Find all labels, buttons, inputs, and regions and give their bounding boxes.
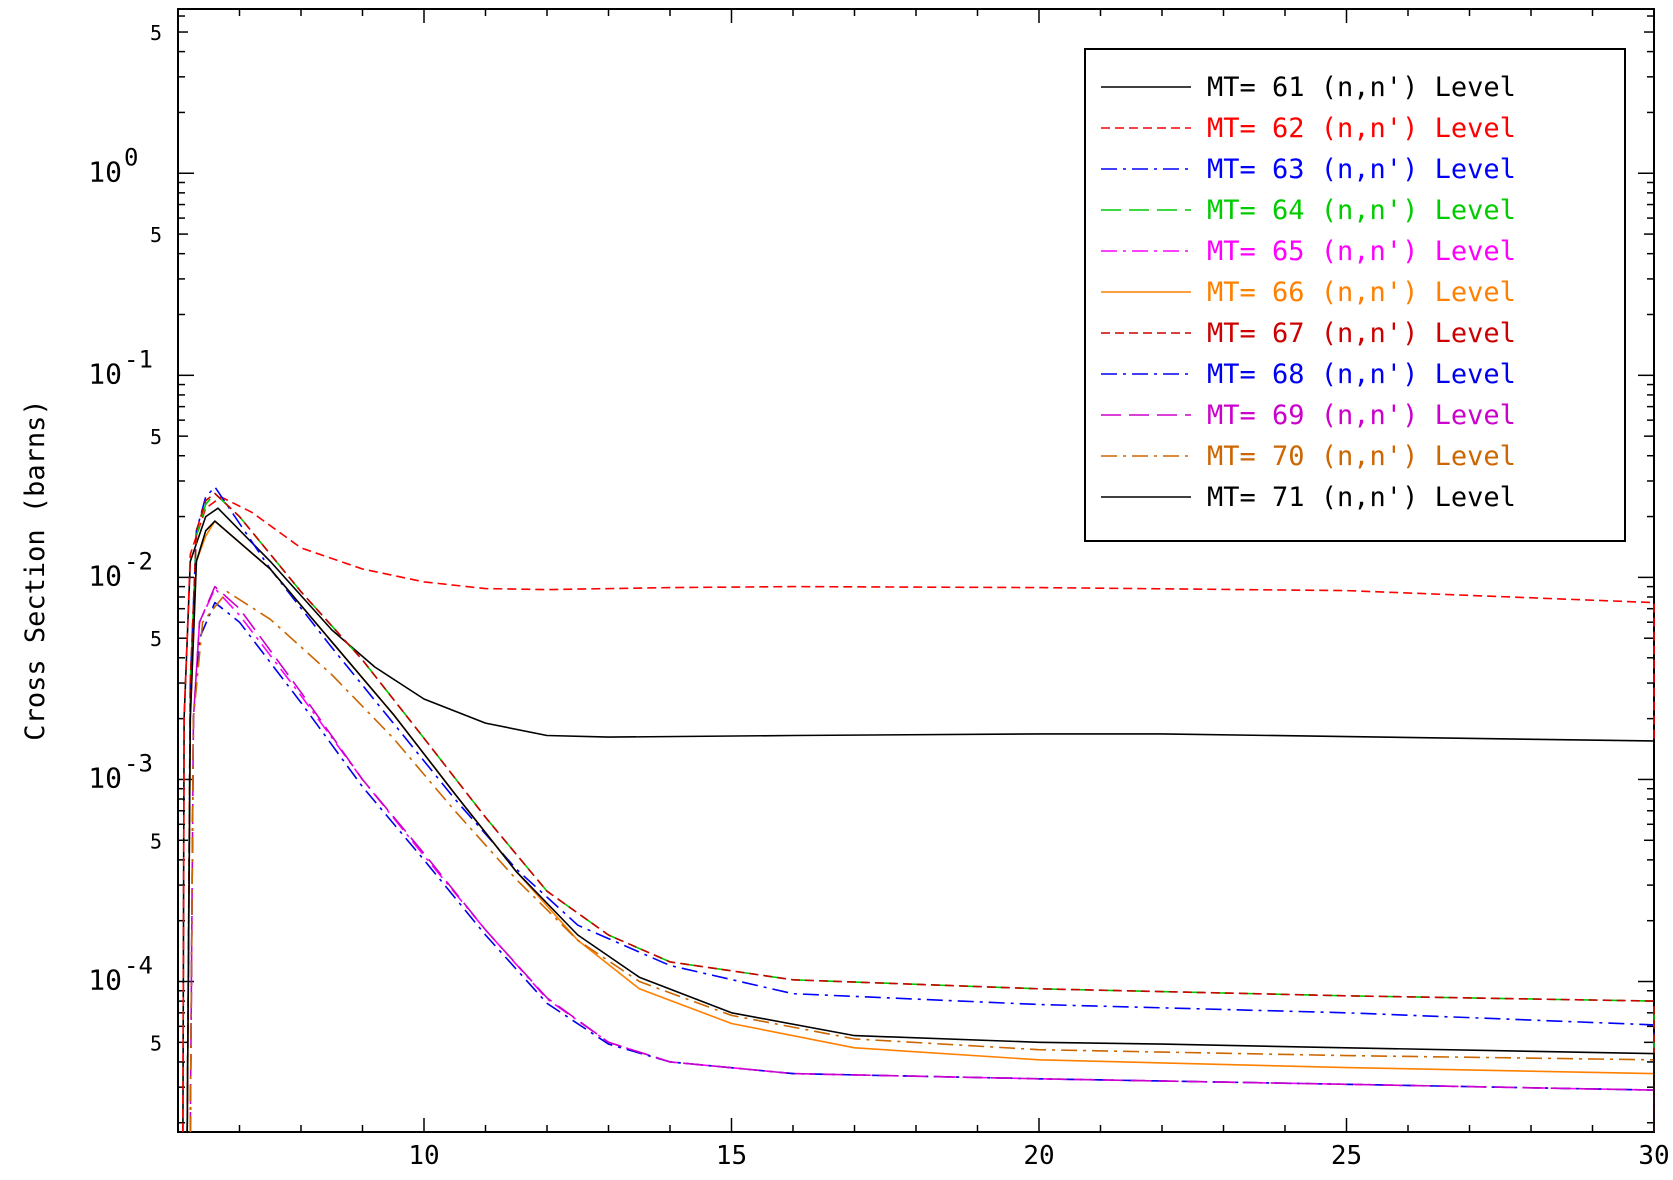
- y-tick-label-base: 10: [88, 155, 122, 188]
- y-tick-label-exponent: -2: [124, 547, 153, 575]
- legend-label: MT= 70 (n,n') Level: [1207, 441, 1516, 472]
- legend-label: MT= 62 (n,n') Level: [1207, 113, 1516, 144]
- series-layer: [182, 486, 1655, 1133]
- y-tick-label-exponent: 0: [124, 143, 138, 171]
- series-line-5: [189, 587, 1655, 1133]
- legend-label: MT= 64 (n,n') Level: [1207, 195, 1516, 226]
- y-tick-label-base: 10: [88, 559, 122, 592]
- y-tick-label-base: 10: [88, 761, 122, 794]
- x-tick-label: 10: [408, 1141, 439, 1171]
- series-line-9: [189, 585, 1655, 1133]
- x-tick-label: 30: [1638, 1141, 1669, 1171]
- y-tick-label-base: 10: [88, 964, 122, 997]
- y-minor-label: 5: [150, 627, 162, 651]
- legend-label: MT= 61 (n,n') Level: [1207, 72, 1516, 103]
- legend-label: MT= 71 (n,n') Level: [1207, 482, 1516, 513]
- x-tick-label: 20: [1023, 1141, 1054, 1171]
- legend: MT= 61 (n,n') Level MT= 62 (n,n') Level MT…: [1084, 48, 1626, 542]
- legend-label: MT= 67 (n,n') Level: [1207, 318, 1516, 349]
- x-tick-label: 25: [1331, 1141, 1362, 1171]
- y-minor-label: 5: [150, 21, 162, 45]
- series-line-3: [186, 486, 1655, 1133]
- legend-label: MT= 69 (n,n') Level: [1207, 400, 1516, 431]
- x-tick-label: 15: [716, 1141, 747, 1171]
- series-line-6: [186, 520, 1655, 1133]
- series-line-10: [189, 590, 1655, 1133]
- series-line-1: [182, 507, 1655, 1133]
- y-tick-label-exponent: -1: [124, 345, 153, 373]
- y-tick-label-base: 10: [88, 357, 122, 390]
- y-tick-label-exponent: -3: [124, 749, 153, 777]
- legend-label: MT= 66 (n,n') Level: [1207, 277, 1516, 308]
- series-line-11: [186, 520, 1655, 1133]
- y-minor-label: 5: [150, 223, 162, 247]
- y-axis-label: Cross Section (barns): [20, 399, 51, 740]
- legend-box: [1084, 48, 1626, 542]
- legend-label: MT= 65 (n,n') Level: [1207, 236, 1516, 267]
- series-line-2: [182, 496, 1655, 1133]
- series-line-7: [186, 492, 1655, 1133]
- y-tick-label-exponent: -4: [124, 952, 153, 980]
- y-minor-label: 5: [150, 1031, 162, 1055]
- y-minor-label: 5: [150, 425, 162, 449]
- legend-label: MT= 63 (n,n') Level: [1207, 154, 1516, 185]
- y-minor-label: 5: [150, 829, 162, 853]
- legend-label: MT= 68 (n,n') Level: [1207, 359, 1516, 390]
- series-line-4: [186, 492, 1655, 1133]
